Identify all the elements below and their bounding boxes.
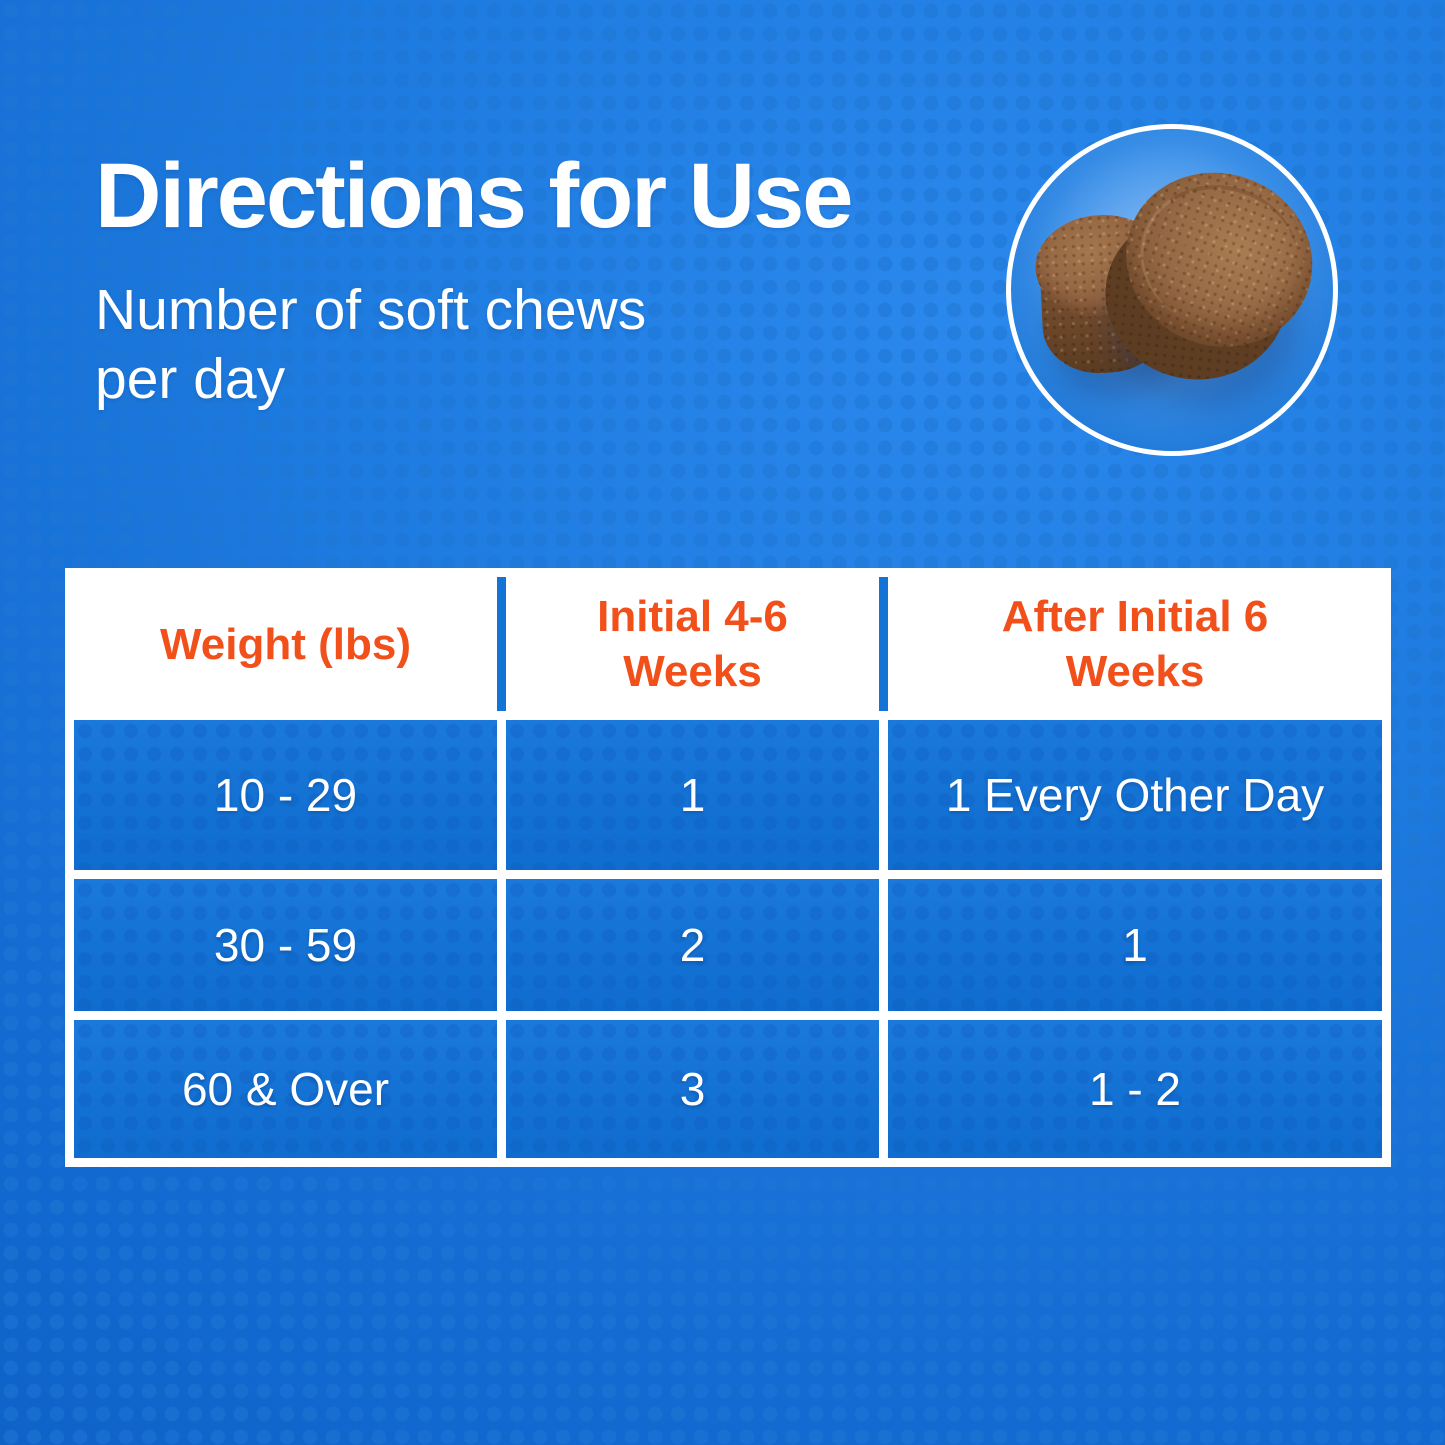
header-line: After Initial 6: [1001, 592, 1269, 641]
chews-photo-badge: [1006, 124, 1338, 456]
table-cell-initial-row2: 2: [506, 879, 879, 1011]
table-cell-initial-row3: 3: [506, 1020, 879, 1158]
header-cell-weight: Weight (lbs): [74, 577, 497, 711]
table-cell-weight-row2: 30 - 59: [74, 879, 497, 1011]
table-cell-weight-row1: 10 - 29: [74, 720, 497, 870]
header-line: Initial 4-6: [597, 592, 788, 641]
table-cell-initial-row1: 1: [506, 720, 879, 870]
table-cell-after-row3: 1 - 2: [888, 1020, 1382, 1158]
page-subtitle: Number of soft chews per day: [95, 276, 646, 414]
page-title: Directions for Use: [95, 145, 853, 247]
header-line: Weeks: [623, 647, 762, 696]
table-cell-after-row2: 1: [888, 879, 1382, 1011]
header-cell-initial-weeks: Initial 4-6 Weeks: [506, 577, 879, 711]
header-line: Weeks: [1065, 647, 1205, 696]
table-cell-weight-row3: 60 & Over: [74, 1020, 497, 1158]
header-line: Weight (lbs): [160, 619, 411, 669]
soft-chew-right-icon: [1096, 146, 1333, 398]
table-header-row: Weight (lbs) Initial 4-6 Weeks After Ini…: [74, 577, 1382, 711]
table-body: 10 - 29 1 1 Every Other Day 30 - 59 2 1 …: [74, 720, 1382, 1158]
subtitle-line: per day: [95, 347, 286, 411]
table-cell-after-row1: 1 Every Other Day: [888, 720, 1382, 870]
subtitle-line: Number of soft chews: [95, 278, 647, 342]
header-cell-after-weeks: After Initial 6 Weeks: [888, 577, 1382, 711]
dosage-table: Weight (lbs) Initial 4-6 Weeks After Ini…: [65, 568, 1391, 1167]
